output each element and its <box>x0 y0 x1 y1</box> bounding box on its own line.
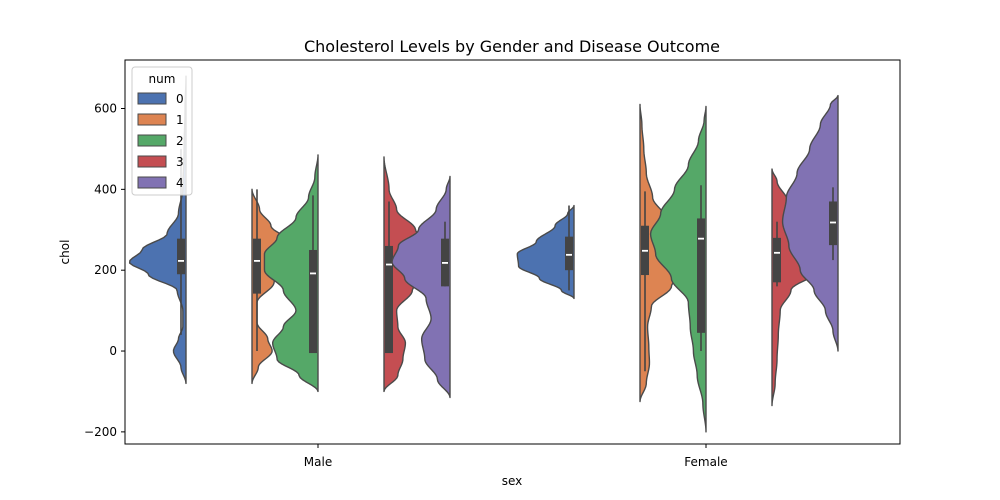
y-tick-label: 600 <box>94 102 117 116</box>
legend-label: 4 <box>176 176 184 190</box>
y-axis-label: chol <box>58 240 72 265</box>
legend-title: num <box>149 72 176 86</box>
x-tick-label-male: Male <box>304 455 332 469</box>
iqr-box <box>309 249 317 354</box>
iqr-box <box>177 238 185 275</box>
legend-item-1: 1 <box>137 113 184 127</box>
violin-body <box>781 94 839 352</box>
violins <box>128 75 839 433</box>
violin-body <box>649 105 707 433</box>
violin-body <box>516 204 575 300</box>
legend-swatch <box>137 176 167 189</box>
legend-label: 2 <box>176 134 184 148</box>
legend-swatch <box>137 134 167 147</box>
iqr-box <box>253 238 261 294</box>
y-axis: −200 0 200 400 600 <box>84 102 125 439</box>
y-tick-label: 200 <box>94 263 117 277</box>
violin-body <box>391 175 451 399</box>
legend-label: 1 <box>176 113 184 127</box>
legend-item-0: 0 <box>137 92 184 106</box>
x-tick-label-female: Female <box>684 455 727 469</box>
x-axis: Male Female <box>304 444 728 469</box>
y-tick-label: −200 <box>84 425 117 439</box>
violin-female-num-2 <box>649 105 707 433</box>
iqr-box <box>385 245 393 354</box>
violin-male-num-1 <box>251 188 302 385</box>
x-axis-label: sex <box>502 474 523 488</box>
violin-female-num-0 <box>516 204 575 300</box>
violin-female-num-4 <box>781 94 839 352</box>
violin-male-num-2 <box>263 154 319 393</box>
legend-item-3: 3 <box>137 155 184 169</box>
iqr-box <box>697 218 705 333</box>
chart-title: Cholesterol Levels by Gender and Disease… <box>304 37 720 56</box>
legend-label: 0 <box>176 92 184 106</box>
legend-item-4: 4 <box>137 176 184 190</box>
iqr-box <box>773 237 781 283</box>
legend-swatch <box>137 155 167 168</box>
plot-frame <box>124 59 901 445</box>
violin-body <box>263 154 319 393</box>
legend-swatch <box>137 92 167 105</box>
legend-swatch <box>137 113 167 126</box>
violin-male-num-4 <box>391 175 451 399</box>
y-tick-label: 0 <box>109 344 117 358</box>
iqr-box <box>565 236 573 271</box>
legend-label: 3 <box>176 155 184 169</box>
violin-body <box>251 188 302 385</box>
legend-item-2: 2 <box>137 134 184 148</box>
y-tick-label: 400 <box>94 182 117 196</box>
plot-area: −200 0 200 400 600 Male Female <box>84 59 901 469</box>
